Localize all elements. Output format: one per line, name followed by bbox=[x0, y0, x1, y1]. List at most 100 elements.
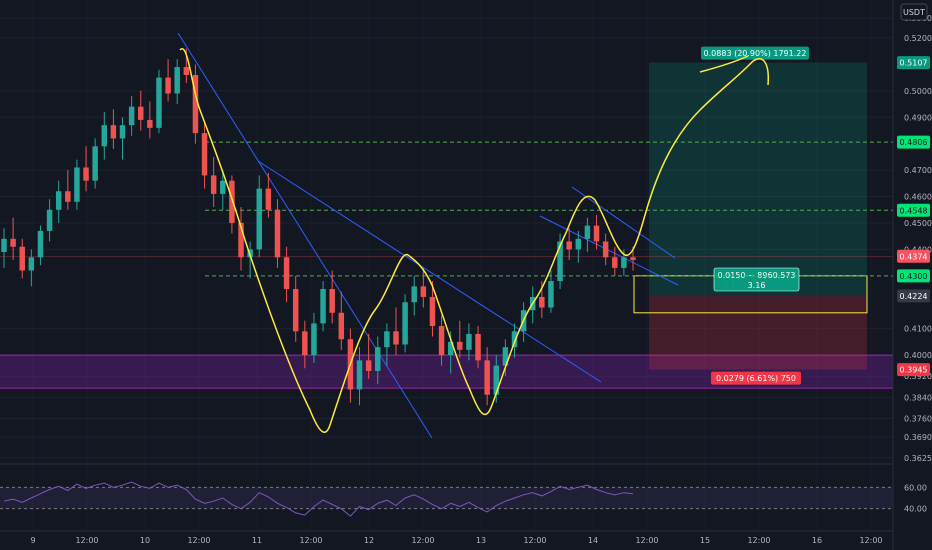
candle bbox=[566, 228, 572, 260]
candle bbox=[584, 217, 591, 253]
trend-line-1[interactable] bbox=[177, 32, 433, 439]
price-badge-text: 0.5107 bbox=[900, 59, 928, 68]
time-axis[interactable]: 9 12:00 10 12:00 11 12:00 12 12:00 13 12:00 14 12:0… bbox=[0, 530, 893, 545]
price-tick-label: 0.3840 bbox=[904, 393, 932, 402]
trend-lines[interactable] bbox=[177, 32, 679, 439]
price-badge: 0.4374 bbox=[897, 249, 930, 263]
time-tick-label: 12:00 bbox=[411, 536, 434, 545]
freehand-drawing[interactable] bbox=[179, 47, 769, 433]
price-badge: 0.4224 bbox=[897, 289, 930, 303]
time-tick-label: 12:00 bbox=[747, 536, 770, 545]
quote-unit: USDT bbox=[903, 8, 925, 17]
trend-line-2[interactable] bbox=[257, 160, 602, 383]
price-badge: 0.4806 bbox=[897, 135, 930, 149]
candle bbox=[311, 312, 317, 364]
price-tick-label: 0.5200 bbox=[904, 34, 932, 43]
time-tick-label: 10 bbox=[140, 536, 150, 545]
time-tick-label: 16 bbox=[812, 536, 822, 545]
price-tick-label: 0.3625 bbox=[904, 454, 932, 463]
candle bbox=[83, 146, 89, 192]
candle bbox=[602, 233, 609, 266]
price-tick-label: 0.3760 bbox=[904, 415, 932, 424]
candle bbox=[575, 230, 582, 263]
candle bbox=[466, 323, 472, 361]
candle bbox=[292, 275, 299, 342]
time-tick-label: 12 bbox=[364, 536, 374, 545]
trend-line-4[interactable] bbox=[571, 186, 676, 259]
candle bbox=[612, 246, 618, 276]
time-tick-label: 12:00 bbox=[75, 536, 98, 545]
candle bbox=[238, 207, 244, 271]
price-badge: 0.4548 bbox=[897, 203, 930, 217]
candle bbox=[502, 339, 509, 377]
candle bbox=[365, 333, 372, 379]
price-badge-text: 0.4374 bbox=[900, 252, 928, 261]
candle bbox=[10, 217, 16, 260]
price-tick-label: 0.4500 bbox=[904, 219, 932, 228]
projection-curve[interactable] bbox=[179, 47, 769, 433]
candle bbox=[55, 180, 62, 223]
candle bbox=[156, 69, 162, 134]
time-tick-label: 12:00 bbox=[635, 536, 658, 545]
candle bbox=[192, 64, 199, 144]
rsi-tick-label: 60.00 bbox=[904, 483, 927, 492]
candle bbox=[138, 90, 144, 131]
time-tick-label: 12:00 bbox=[523, 536, 546, 545]
candle bbox=[256, 175, 262, 258]
time-tick-label: 13 bbox=[476, 536, 486, 545]
price-tick-label: 0.4900 bbox=[904, 113, 932, 122]
target-area[interactable] bbox=[649, 62, 867, 296]
price-badge-text: 0.4224 bbox=[900, 292, 928, 301]
trend-line-3[interactable] bbox=[539, 215, 679, 286]
time-tick-label: 9 bbox=[30, 536, 35, 545]
target-label: 0.0883 (20.90%) 1791.22 bbox=[701, 46, 809, 60]
price-badge-text: 0.4300 bbox=[900, 272, 928, 281]
price-badge-text: 0.4548 bbox=[900, 206, 928, 215]
candle bbox=[475, 326, 481, 369]
candle bbox=[302, 320, 308, 369]
time-tick-label: 12:00 bbox=[299, 536, 322, 545]
candle bbox=[393, 307, 399, 356]
candle bbox=[147, 101, 153, 139]
price-badge: 0.3945 bbox=[897, 363, 930, 377]
candle bbox=[74, 159, 80, 210]
price-levels bbox=[0, 141, 893, 277]
position-center-line1: 0.0150 ~ 8960.573 bbox=[718, 271, 796, 280]
candle bbox=[593, 215, 600, 250]
currency-selector[interactable]: USDT bbox=[900, 3, 928, 21]
candle bbox=[265, 172, 272, 218]
candle bbox=[457, 320, 463, 358]
candle bbox=[28, 249, 35, 287]
stop-label: 0.0279 (6.61%) 750 bbox=[711, 371, 801, 385]
rsi-band bbox=[0, 487, 893, 509]
price-tick-label: 0.4000 bbox=[904, 351, 932, 360]
time-tick-label: 14 bbox=[588, 536, 598, 545]
price-axis[interactable]: 0.53000.52000.50000.49000.47000.46000.45… bbox=[892, 0, 932, 550]
price-tick-label: 0.4600 bbox=[904, 193, 932, 202]
price-tick-label: 0.4100 bbox=[904, 325, 932, 334]
position-tool[interactable]: 0.0883 (20.90%) 1791.22 0.0279 (6.61%) 75… bbox=[633, 46, 868, 385]
candle bbox=[283, 246, 290, 303]
candle bbox=[274, 199, 281, 268]
price-badge-text: 0.4806 bbox=[900, 138, 928, 147]
price-tick-label: 0.4700 bbox=[904, 166, 932, 175]
price-badges: 0.5107 0.4806 0.4548 0.4374 0.4300 0.4224 0.39… bbox=[897, 56, 930, 377]
candle bbox=[411, 275, 417, 316]
candle bbox=[338, 291, 345, 350]
candle bbox=[484, 347, 490, 406]
candle bbox=[548, 270, 554, 313]
candle bbox=[320, 281, 326, 332]
candle bbox=[356, 347, 363, 406]
time-tick-label: 15 bbox=[700, 536, 710, 545]
stop-area[interactable] bbox=[649, 295, 867, 370]
candle bbox=[229, 175, 235, 234]
position-center-line2: 3.16 bbox=[748, 281, 766, 290]
candle bbox=[429, 281, 436, 337]
candle bbox=[438, 315, 445, 366]
projection-curve-tail[interactable] bbox=[699, 55, 749, 73]
candle bbox=[174, 59, 180, 105]
candle bbox=[220, 170, 226, 210]
